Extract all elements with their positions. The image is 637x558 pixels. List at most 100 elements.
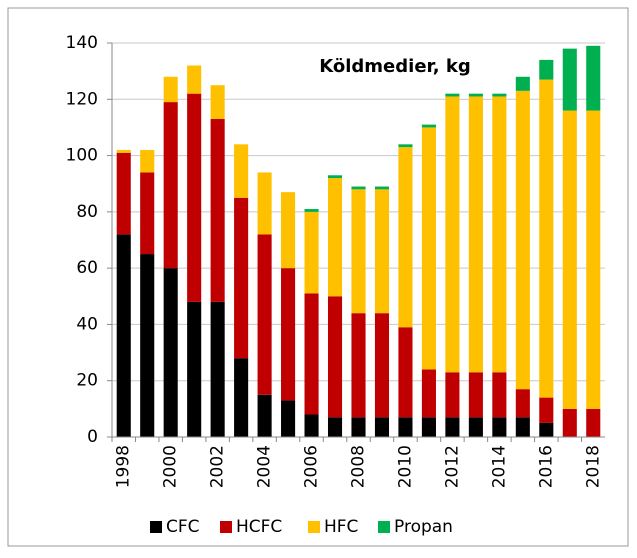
bar-segment (140, 254, 155, 437)
bar-segment (351, 313, 366, 418)
bar-segment (257, 394, 272, 437)
bar-segment (234, 358, 249, 437)
bar-segment (163, 268, 178, 437)
bar-segment (257, 172, 272, 235)
bar-segment (116, 152, 131, 235)
bar-segment (140, 172, 155, 255)
bar-segment (562, 48, 577, 111)
bar-segment (374, 186, 390, 190)
bar-segment (445, 372, 460, 418)
y-tick-label: 80 (76, 202, 98, 222)
y-tick-label: 40 (76, 314, 98, 334)
x-tick-label: 2014 (489, 445, 509, 488)
bar-segment (492, 417, 507, 437)
bar-segment (586, 45, 601, 111)
bar-segment (257, 234, 272, 395)
bar-segment (421, 369, 436, 418)
bar-segment (468, 417, 483, 437)
bar-segment (539, 79, 554, 398)
bar-segment (327, 175, 343, 179)
bar-segment (398, 144, 413, 148)
bar-segment (445, 417, 460, 437)
x-tick-label: 2004 (255, 445, 275, 488)
bar-segment (187, 93, 202, 302)
legend-swatch (220, 521, 232, 533)
bar-segment (562, 408, 577, 437)
bar-segment (304, 211, 319, 294)
bar-segment (515, 417, 530, 437)
bar-segment (445, 93, 460, 97)
bar-segment (539, 422, 554, 437)
bar-segment (281, 192, 296, 269)
bar-segment (210, 301, 225, 437)
bar-segment (374, 313, 390, 418)
bar-segment (539, 59, 554, 80)
bar-segment (515, 389, 530, 418)
legend-swatch (150, 521, 162, 533)
bar-segment (327, 417, 343, 437)
legend-swatch (308, 521, 320, 533)
x-tick-label: 1998 (114, 445, 134, 488)
bar-segment (116, 234, 131, 437)
bar-segment (351, 417, 366, 437)
bar-segment (163, 76, 178, 103)
y-tick-label: 140 (66, 33, 98, 53)
x-tick-label: 2018 (583, 445, 603, 488)
bar-segment (421, 417, 436, 437)
legend-label: HCFC (236, 517, 282, 537)
bar-segment (586, 110, 601, 409)
bar-segment (492, 93, 507, 97)
bar-segment (398, 417, 413, 437)
bar-segment (468, 93, 483, 97)
bar-segment (445, 96, 460, 373)
bar-segment (468, 372, 483, 418)
bar-segment (304, 414, 319, 437)
bar-segment (304, 293, 319, 415)
y-tick-label: 0 (87, 427, 98, 447)
x-tick-label: 2006 (302, 445, 322, 488)
bar-segment (210, 118, 225, 302)
bar-segment (374, 417, 390, 437)
legend-label: CFC (166, 517, 200, 537)
y-tick-label: 120 (66, 89, 98, 109)
bar-segment (351, 189, 366, 314)
bar-segment (421, 124, 436, 128)
bar-segment (492, 372, 507, 418)
x-tick-label: 2012 (442, 445, 462, 488)
bar-segment (187, 301, 202, 437)
bar-segment (327, 296, 343, 418)
legend-label: Propan (394, 517, 453, 537)
bar-segment (281, 268, 296, 401)
x-tick-label: 2002 (208, 445, 228, 488)
bar-segment (234, 144, 249, 198)
bar-segment (327, 178, 343, 297)
bar-segment (586, 408, 601, 437)
bar-segment (515, 76, 530, 91)
legend-label: HFC (324, 517, 358, 537)
x-tick-label: 2008 (349, 445, 369, 488)
x-tick-label: 2010 (395, 445, 415, 488)
bar-segment (140, 149, 155, 173)
bar-segment (468, 96, 483, 373)
bar-segment (539, 397, 554, 423)
bar-segment (515, 90, 530, 390)
bar-segment (374, 189, 390, 314)
y-tick-label: 100 (66, 146, 98, 166)
bar-segment (116, 149, 131, 153)
x-tick-label: 2000 (161, 445, 181, 488)
y-tick-label: 60 (76, 258, 98, 278)
bar-segment (304, 209, 319, 212)
bar-segment (234, 197, 249, 359)
bar-segment (187, 65, 202, 94)
bar-segment (562, 110, 577, 409)
x-tick-label: 2016 (536, 445, 556, 488)
bar-segment (281, 400, 296, 437)
y-tick-label: 20 (76, 371, 98, 391)
bar-segment (492, 96, 507, 373)
bar-segment (421, 127, 436, 370)
chart-title: Köldmedier, kg (319, 56, 470, 77)
bar-segment (163, 102, 178, 269)
bar-segment (210, 85, 225, 119)
bar-segment (398, 327, 413, 418)
